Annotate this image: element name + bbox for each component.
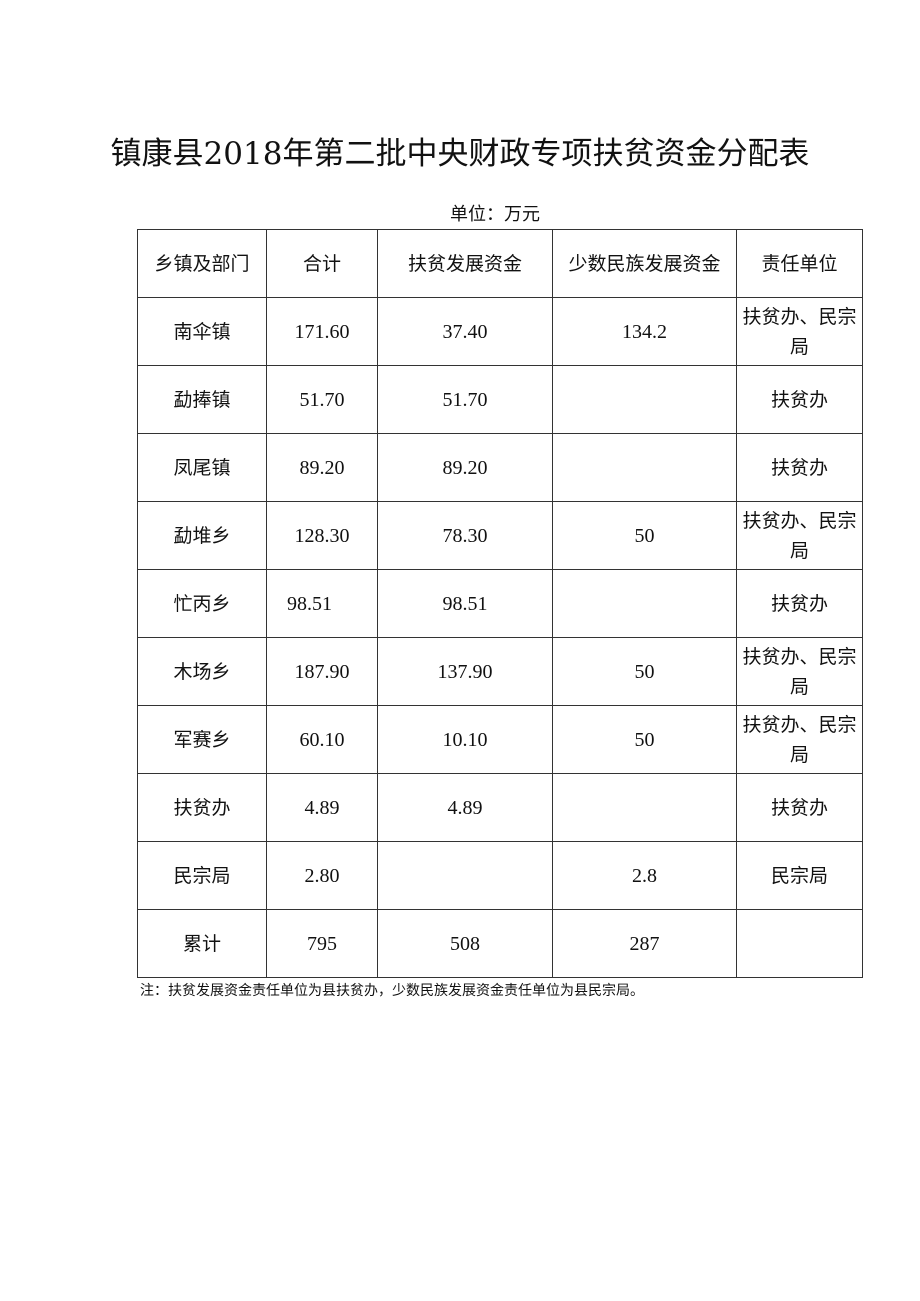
- table-cell: 89.20: [266, 433, 378, 502]
- table-cell: 军赛乡: [137, 705, 267, 774]
- column-header: 乡镇及部门: [137, 229, 267, 298]
- table-cell: 木场乡: [137, 637, 267, 706]
- unit-label: 单位：万元: [450, 204, 540, 225]
- table-row: 忙丙乡 98.51 98.51 扶贫办: [137, 569, 863, 638]
- table-cell: 51.70: [266, 365, 378, 434]
- table-cell: 98.51: [266, 569, 378, 638]
- table-row: 南伞镇 171.60 37.40 134.2 扶贫办、民宗局: [137, 297, 863, 366]
- table-cell: 扶贫办: [736, 773, 863, 842]
- table-cell: 民宗局: [137, 841, 267, 910]
- table-cell: [377, 841, 553, 910]
- table-row: 扶贫办 4.89 4.89 扶贫办: [137, 773, 863, 842]
- table-row: 凤尾镇 89.20 89.20 扶贫办: [137, 433, 863, 502]
- table-cell: [552, 569, 737, 638]
- table-cell: 4.89: [266, 773, 378, 842]
- table-cell: 287: [552, 909, 737, 978]
- column-header: 合计: [266, 229, 378, 298]
- table-cell: 78.30: [377, 501, 553, 570]
- table-cell: 忙丙乡: [137, 569, 267, 638]
- table-cell: 扶贫办、民宗局: [736, 297, 863, 366]
- table-cell: 795: [266, 909, 378, 978]
- table-cell: 50: [552, 501, 737, 570]
- table-cell: 128.30: [266, 501, 378, 570]
- table-cell: 凤尾镇: [137, 433, 267, 502]
- table-cell: 扶贫办、民宗局: [736, 705, 863, 774]
- table-cell: [552, 773, 737, 842]
- table-cell: 187.90: [266, 637, 378, 706]
- table-row: 累计 795 508 287: [137, 909, 863, 978]
- table-cell: 扶贫办: [736, 569, 863, 638]
- table-cell: 勐捧镇: [137, 365, 267, 434]
- table-cell: 50: [552, 705, 737, 774]
- header-row: 乡镇及部门 合计 扶贫发展资金 少数民族发展资金 责任单位: [137, 229, 863, 298]
- table-row: 军赛乡 60.10 10.10 50 扶贫办、民宗局: [137, 705, 863, 774]
- table-cell: 171.60: [266, 297, 378, 366]
- table-cell: 137.90: [377, 637, 553, 706]
- table-cell: 2.80: [266, 841, 378, 910]
- table-row: 木场乡 187.90 137.90 50 扶贫办、民宗局: [137, 637, 863, 706]
- table-cell: 扶贫办、民宗局: [736, 637, 863, 706]
- table-row: 勐捧镇 51.70 51.70 扶贫办: [137, 365, 863, 434]
- table-cell: 508: [377, 909, 553, 978]
- table-cell: 累计: [137, 909, 267, 978]
- table-cell: 98.51: [377, 569, 553, 638]
- table-cell: [736, 909, 863, 978]
- table-cell: 扶贫办、民宗局: [736, 501, 863, 570]
- table-cell: 民宗局: [736, 841, 863, 910]
- allocation-table: 乡镇及部门 合计 扶贫发展资金 少数民族发展资金 责任单位 南伞镇 171.60 37.40 1…: [137, 229, 863, 978]
- table-cell: 134.2: [552, 297, 737, 366]
- table-cell: 扶贫办: [736, 365, 863, 434]
- column-header: 扶贫发展资金: [377, 229, 553, 298]
- table-cell: 50: [552, 637, 737, 706]
- table-cell: 南伞镇: [137, 297, 267, 366]
- table-cell: 51.70: [377, 365, 553, 434]
- table-cell: 扶贫办: [736, 433, 863, 502]
- table-cell: 4.89: [377, 773, 553, 842]
- table-cell: 89.20: [377, 433, 553, 502]
- column-header: 少数民族发展资金: [552, 229, 737, 298]
- table-cell: 60.10: [266, 705, 378, 774]
- table-cell: 37.40: [377, 297, 553, 366]
- table-cell: [552, 433, 737, 502]
- table-cell: 10.10: [377, 705, 553, 774]
- table-cell: 勐堆乡: [137, 501, 267, 570]
- table-cell: 扶贫办: [137, 773, 267, 842]
- table-cell: [552, 365, 737, 434]
- table-cell: 2.8: [552, 841, 737, 910]
- table-row: 民宗局 2.80 2.8 民宗局: [137, 841, 863, 910]
- column-header: 责任单位: [736, 229, 863, 298]
- footnote: 注：扶贫发展资金责任单位为县扶贫办，少数民族发展资金责任单位为县民宗局。: [140, 983, 644, 999]
- table-row: 勐堆乡 128.30 78.30 50 扶贫办、民宗局: [137, 501, 863, 570]
- document-title: 镇康县2018年第二批中央财政专项扶贫资金分配表: [110, 136, 810, 172]
